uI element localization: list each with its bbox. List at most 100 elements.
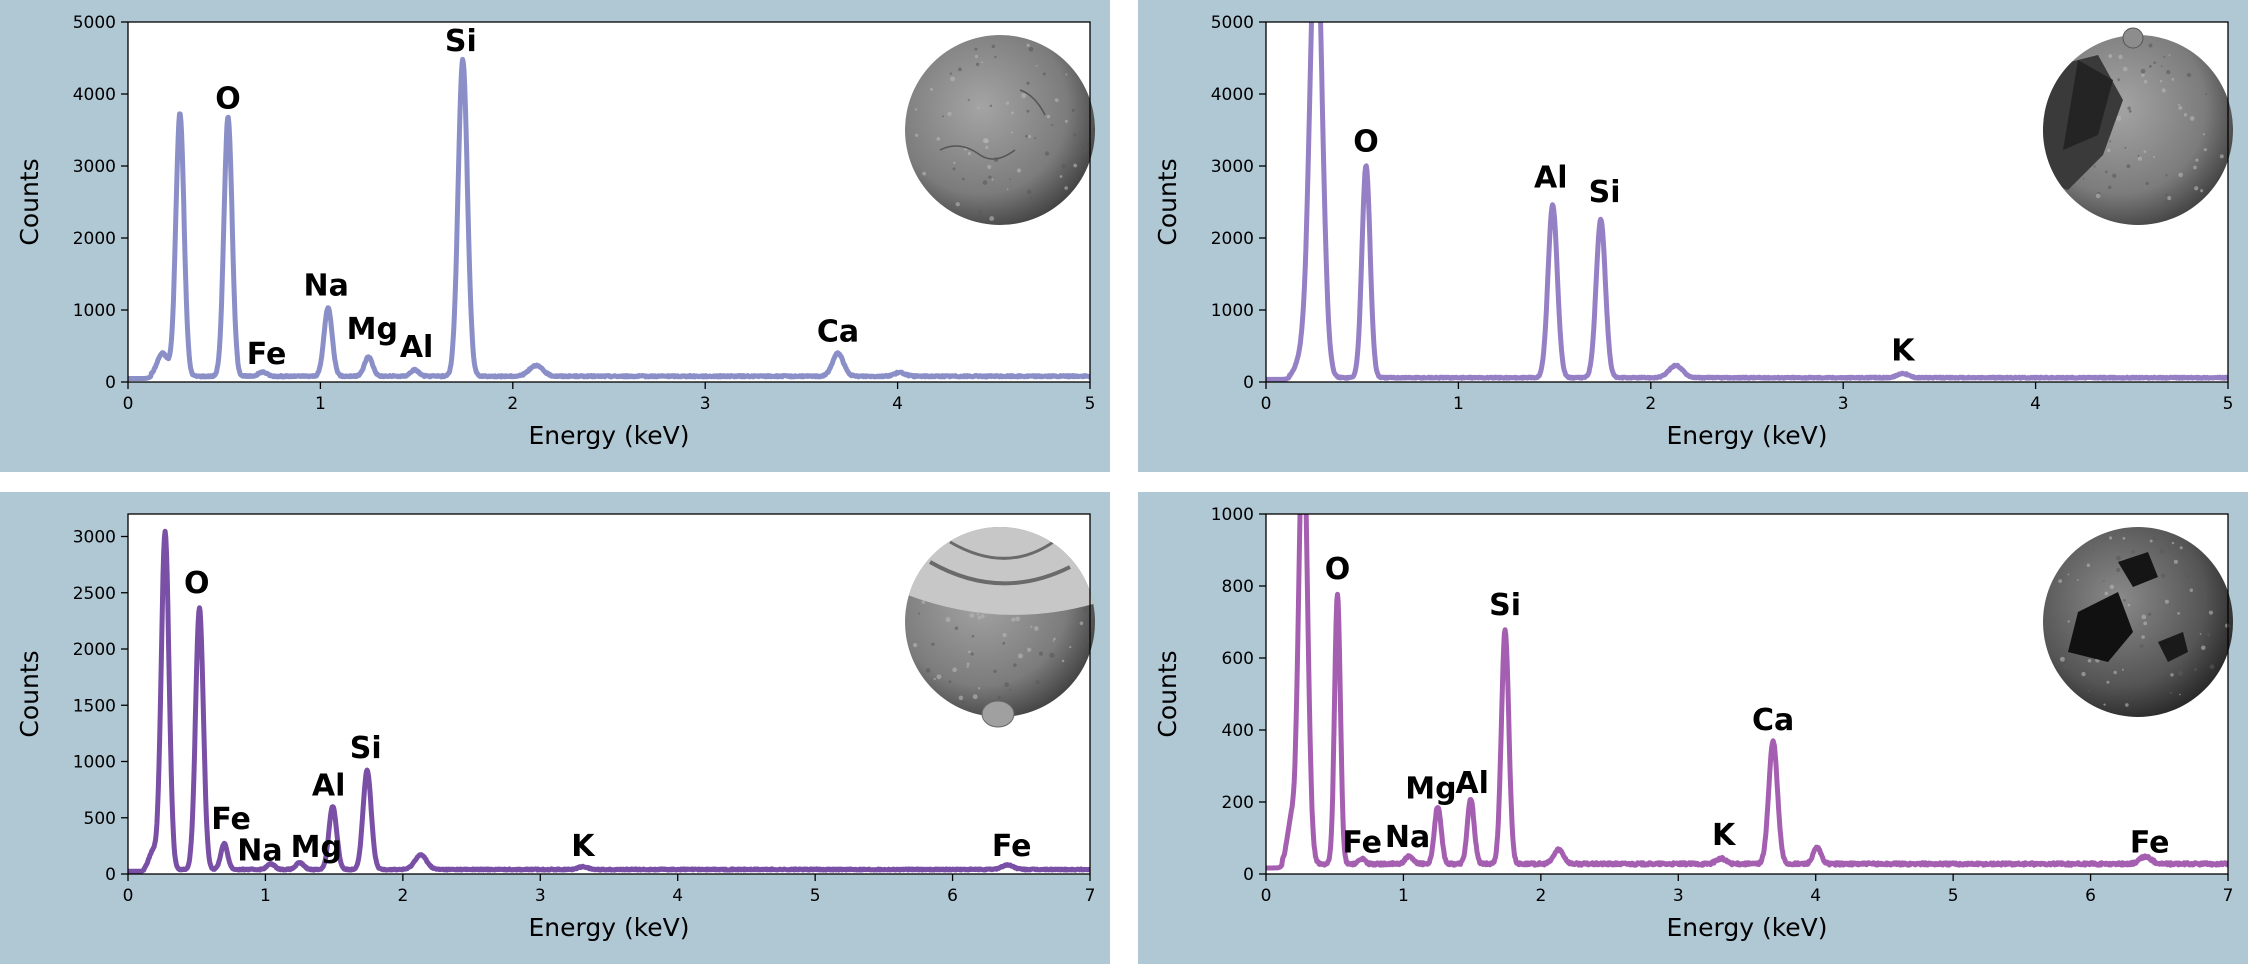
y-tick-label: 200 bbox=[1222, 793, 1254, 813]
peak-label-si: Si bbox=[445, 24, 477, 59]
x-tick-label: 1 bbox=[1453, 394, 1464, 414]
peak-label-fe: Fe bbox=[992, 829, 1032, 864]
x-tick-label: 4 bbox=[892, 394, 903, 414]
x-tick-label: 6 bbox=[947, 886, 958, 906]
peak-label-o: O bbox=[184, 566, 210, 601]
y-tick-label: 1500 bbox=[73, 696, 116, 716]
x-tick-label: 4 bbox=[672, 886, 683, 906]
y-axis-label: Counts bbox=[15, 650, 44, 737]
x-tick-label: 3 bbox=[1838, 394, 1849, 414]
y-axis-label: Counts bbox=[15, 158, 44, 245]
sphere-body bbox=[905, 35, 1095, 225]
y-tick-label: 1000 bbox=[73, 301, 116, 321]
sem-sphere-image bbox=[2043, 27, 2233, 225]
peak-label-ca: Ca bbox=[1752, 703, 1794, 738]
peak-label-fe: Fe bbox=[211, 802, 251, 837]
x-tick-label: 2 bbox=[1535, 886, 1546, 906]
peak-label-k: K bbox=[1712, 818, 1737, 853]
x-tick-label: 2 bbox=[507, 394, 518, 414]
spectrum-line bbox=[1266, 514, 2228, 871]
x-tick-label: 4 bbox=[1810, 886, 1821, 906]
plot-frame bbox=[127, 513, 1091, 875]
peak-label-o: O bbox=[215, 81, 241, 116]
x-axis-label: Energy (keV) bbox=[528, 421, 689, 450]
y-tick-label: 2500 bbox=[73, 584, 116, 604]
spectrum-chart-4: 0 1 2 3 4 5 6 7 0 200 400 600 800 1000 Energy (keV) Cou… bbox=[1153, 505, 2234, 942]
y-tick-label: 3000 bbox=[1211, 157, 1254, 177]
sem-sphere-image bbox=[905, 527, 1095, 728]
y-axis-label: Counts bbox=[1153, 650, 1182, 737]
x-tick-label: 3 bbox=[1673, 886, 1684, 906]
y-tick-label: 3000 bbox=[73, 157, 116, 177]
x-tick-label: 7 bbox=[2223, 886, 2234, 906]
spectrum-line bbox=[128, 528, 1090, 874]
x-tick-label: 0 bbox=[1261, 394, 1272, 414]
plot-frame bbox=[1265, 21, 2229, 383]
y-tick-label: 0 bbox=[105, 865, 116, 885]
y-tick-label: 600 bbox=[1222, 649, 1254, 669]
y-tick-label: 800 bbox=[1222, 577, 1254, 597]
peak-label-mg: Mg bbox=[291, 830, 342, 865]
y-tick-label: 4000 bbox=[1211, 85, 1254, 105]
y-axis-label: Counts bbox=[1153, 158, 1182, 245]
y-tick-label: 2000 bbox=[73, 640, 116, 660]
spectrum-panel-3: 0 1 2 3 4 5 6 7 0 500 1000 1500 2000 2500 3000 Energy (… bbox=[0, 492, 1110, 964]
y-tick-label: 4000 bbox=[73, 85, 116, 105]
peak-label-si: Si bbox=[1489, 588, 1521, 623]
x-tick-label: 2 bbox=[1645, 394, 1656, 414]
spectrum-line bbox=[1266, 22, 2228, 382]
x-tick-label: 1 bbox=[260, 886, 271, 906]
y-tick-label: 400 bbox=[1222, 721, 1254, 741]
peak-label-fe: Fe bbox=[247, 337, 287, 372]
peak-label-ca: Ca bbox=[817, 315, 859, 350]
spectrum-chart-1: 0 1 2 3 4 5 0 1000 2000 3000 4000 5000 Energy (keV) C… bbox=[15, 13, 1096, 450]
peak-label-al: Al bbox=[1534, 161, 1568, 196]
x-tick-label: 3 bbox=[535, 886, 546, 906]
x-axis-label: Energy (keV) bbox=[1666, 913, 1827, 942]
y-tick-label: 1000 bbox=[1211, 505, 1254, 525]
spectrum-chart-3: 0 1 2 3 4 5 6 7 0 500 1000 1500 2000 2500 3000 Energy (… bbox=[15, 513, 1096, 942]
peak-label-na: Na bbox=[237, 834, 282, 869]
y-tick-label: 1000 bbox=[1211, 301, 1254, 321]
spectrum-panel-4: 0 1 2 3 4 5 6 7 0 200 400 600 800 1000 Energy (keV) Cou… bbox=[1138, 492, 2248, 964]
x-tick-label: 4 bbox=[2030, 394, 2041, 414]
y-tick-label: 5000 bbox=[1211, 13, 1254, 33]
x-tick-label: 5 bbox=[2223, 394, 2234, 414]
peak-label-al: Al bbox=[1455, 766, 1489, 801]
x-tick-label: 2 bbox=[397, 886, 408, 906]
plot-frame bbox=[1265, 513, 2229, 875]
spectrum-panel-2: 0 1 2 3 4 5 0 1000 2000 3000 4000 5000 Energy (keV) C… bbox=[1138, 0, 2248, 472]
sem-sphere-image bbox=[905, 35, 1095, 225]
y-tick-label: 2000 bbox=[73, 229, 116, 249]
peak-label-o: O bbox=[1353, 125, 1379, 160]
spectrum-line bbox=[128, 56, 1090, 381]
peak-label-o: O bbox=[1325, 552, 1351, 587]
sem-sphere-image bbox=[2043, 527, 2233, 717]
x-tick-label: 3 bbox=[700, 394, 711, 414]
y-tick-label: 5000 bbox=[73, 13, 116, 33]
peak-label-na: Na bbox=[1385, 820, 1430, 855]
x-tick-label: 0 bbox=[123, 886, 134, 906]
x-tick-label: 5 bbox=[1085, 394, 1096, 414]
x-tick-label: 5 bbox=[1948, 886, 1959, 906]
y-tick-label: 0 bbox=[105, 373, 116, 393]
peak-label-si: Si bbox=[1589, 175, 1621, 210]
x-tick-label: 7 bbox=[1085, 886, 1096, 906]
peak-label-na: Na bbox=[303, 269, 348, 304]
y-tick-label: 0 bbox=[1243, 373, 1254, 393]
y-tick-label: 1000 bbox=[73, 753, 116, 773]
peak-label-fe: Fe bbox=[2130, 825, 2170, 860]
plot-frame bbox=[127, 21, 1091, 383]
peak-label-k: K bbox=[1891, 333, 1916, 368]
peak-label-mg: Mg bbox=[347, 312, 398, 347]
y-tick-label: 0 bbox=[1243, 865, 1254, 885]
y-tick-label: 500 bbox=[84, 809, 116, 829]
peak-label-mg: Mg bbox=[1405, 771, 1456, 806]
x-tick-label: 1 bbox=[1398, 886, 1409, 906]
x-axis-label: Energy (keV) bbox=[528, 913, 689, 942]
peak-label-fe: Fe bbox=[1342, 825, 1382, 860]
peak-label-al: Al bbox=[400, 330, 434, 365]
spectrum-chart-2: 0 1 2 3 4 5 0 1000 2000 3000 4000 5000 Energy (keV) C… bbox=[1153, 13, 2234, 450]
peak-label-k: K bbox=[571, 829, 596, 864]
peak-label-si: Si bbox=[350, 731, 382, 766]
